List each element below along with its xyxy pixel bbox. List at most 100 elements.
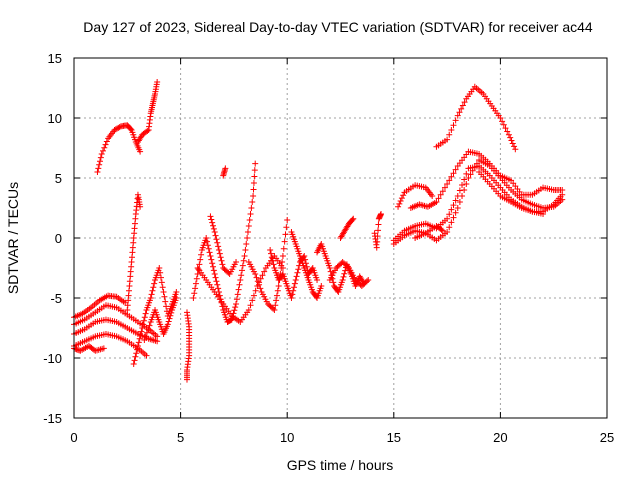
data-point bbox=[374, 238, 381, 245]
data-point bbox=[222, 165, 229, 172]
y-tick-label: -5 bbox=[50, 291, 62, 306]
data-point bbox=[143, 352, 150, 359]
series-track-18 bbox=[288, 229, 325, 301]
data-point bbox=[339, 277, 346, 283]
data-point bbox=[160, 289, 167, 295]
data-point bbox=[162, 298, 169, 305]
data-point bbox=[452, 197, 459, 204]
data-point bbox=[244, 235, 251, 241]
data-point bbox=[448, 173, 455, 180]
data-point bbox=[281, 238, 288, 245]
y-tick-label: 5 bbox=[55, 171, 62, 186]
data-point bbox=[267, 247, 274, 253]
series-track-6 bbox=[94, 122, 144, 175]
data-point bbox=[215, 243, 222, 250]
data-point bbox=[158, 279, 165, 286]
data-point bbox=[195, 266, 202, 273]
data-point bbox=[130, 361, 137, 367]
data-point bbox=[239, 262, 246, 269]
data-point bbox=[256, 281, 263, 288]
data-point bbox=[97, 154, 104, 161]
data-point bbox=[398, 195, 405, 202]
data-point bbox=[327, 268, 334, 275]
data-point bbox=[161, 293, 168, 300]
data-point bbox=[400, 192, 407, 199]
data-point bbox=[164, 321, 171, 328]
data-point bbox=[508, 137, 515, 144]
data-point bbox=[99, 147, 106, 154]
data-point bbox=[441, 184, 448, 191]
data-point bbox=[454, 205, 461, 211]
data-point bbox=[452, 117, 459, 124]
data-point bbox=[197, 256, 204, 263]
data-point bbox=[318, 283, 325, 289]
data-point bbox=[134, 346, 141, 353]
y-tick-label: -10 bbox=[43, 351, 62, 366]
data-point bbox=[349, 216, 356, 223]
data-point bbox=[218, 257, 225, 264]
data-point bbox=[225, 269, 232, 276]
data-point bbox=[378, 211, 385, 217]
data-point bbox=[280, 245, 287, 252]
plot-frame bbox=[73, 57, 608, 419]
data-point bbox=[211, 271, 218, 277]
data-point bbox=[274, 287, 281, 294]
data-point bbox=[459, 102, 466, 109]
data-point bbox=[253, 274, 260, 281]
data-point bbox=[173, 295, 180, 301]
data-point bbox=[289, 291, 296, 298]
data-point bbox=[252, 160, 259, 167]
data-point bbox=[154, 79, 161, 85]
series-track-26 bbox=[407, 148, 566, 211]
data-point bbox=[208, 216, 215, 223]
data-point bbox=[507, 134, 514, 141]
series-track-17 bbox=[267, 247, 321, 301]
data-point bbox=[248, 205, 255, 211]
data-point bbox=[499, 118, 506, 125]
data-point bbox=[463, 170, 470, 177]
series-track-27 bbox=[433, 83, 519, 153]
y-tick-label: 0 bbox=[55, 231, 62, 246]
data-point bbox=[235, 286, 242, 293]
data-point bbox=[375, 227, 382, 234]
data-point bbox=[215, 285, 222, 292]
x-tick-label: 15 bbox=[387, 430, 401, 445]
data-point bbox=[268, 254, 275, 261]
data-point bbox=[166, 315, 173, 322]
data-point bbox=[261, 268, 268, 275]
data-point bbox=[243, 241, 250, 247]
data-point bbox=[272, 302, 279, 309]
data-point bbox=[429, 193, 436, 199]
data-point bbox=[140, 317, 147, 324]
data-point bbox=[148, 291, 155, 298]
data-point bbox=[291, 280, 298, 287]
data-point bbox=[219, 261, 226, 268]
data-point bbox=[456, 187, 463, 194]
data-point bbox=[511, 143, 518, 150]
data-point bbox=[444, 136, 451, 143]
data-point bbox=[282, 231, 289, 238]
data-point bbox=[250, 186, 257, 193]
data-point bbox=[437, 191, 444, 198]
data-point bbox=[192, 280, 199, 287]
data-point bbox=[314, 277, 321, 283]
data-point bbox=[326, 265, 333, 271]
data-point bbox=[236, 281, 243, 288]
data-point bbox=[433, 199, 440, 205]
data-point bbox=[215, 247, 222, 253]
y-tick-label: 10 bbox=[48, 111, 62, 126]
data-point bbox=[456, 109, 463, 116]
data-point bbox=[209, 219, 216, 226]
data-point bbox=[165, 318, 172, 325]
data-point bbox=[143, 329, 150, 336]
series-track-15 bbox=[220, 165, 229, 179]
series-track-10 bbox=[141, 295, 180, 343]
data-point bbox=[116, 124, 123, 131]
data-point bbox=[140, 321, 147, 328]
series-track-9 bbox=[130, 265, 180, 367]
data-point bbox=[450, 214, 457, 221]
data-point bbox=[245, 307, 252, 313]
data-point bbox=[194, 271, 201, 277]
data-point bbox=[208, 256, 215, 263]
data-point bbox=[240, 257, 247, 264]
